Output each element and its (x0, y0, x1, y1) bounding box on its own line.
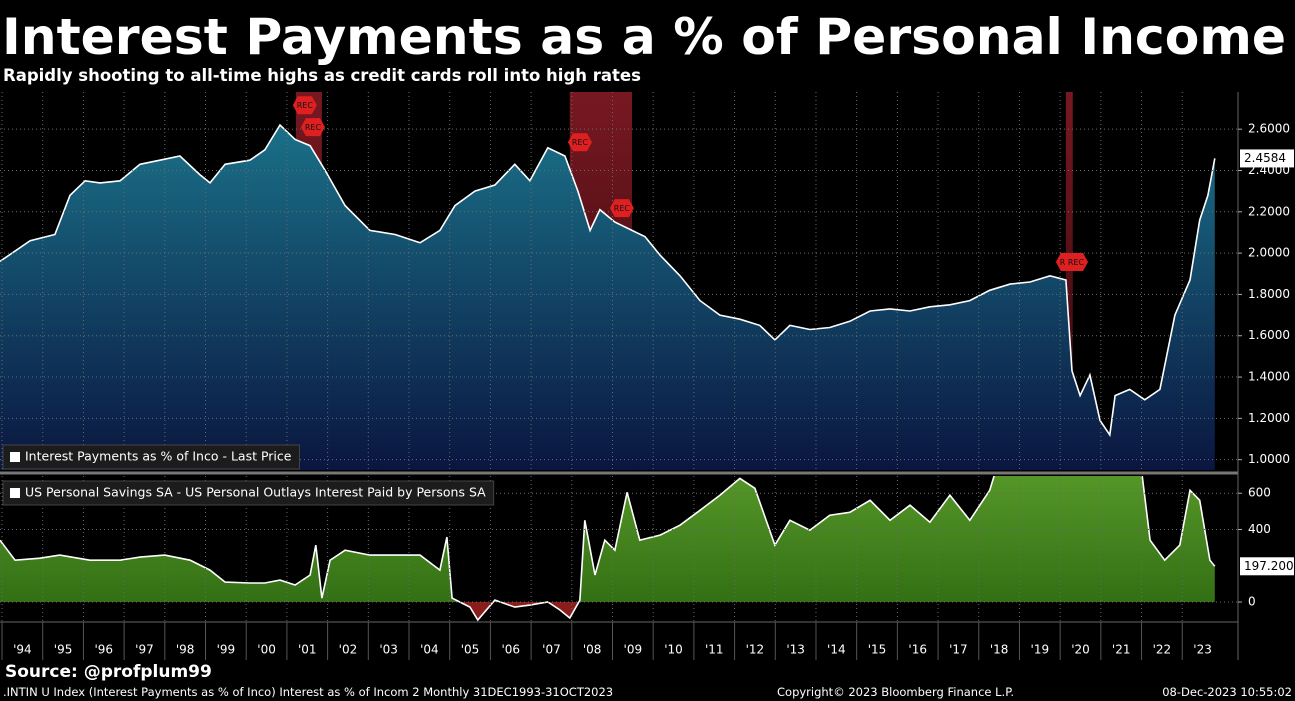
x-tick-label: '16 (908, 643, 927, 657)
x-tick-label: '09 (624, 643, 643, 657)
x-tick-label: '08 (583, 643, 602, 657)
legend-label: Interest Payments as % of Inco - Last Pr… (25, 449, 292, 464)
area-positive (0, 476, 1215, 603)
x-tick-label: '22 (1153, 643, 1172, 657)
source: Source: @profplum99 (5, 662, 212, 682)
x-tick-label: '02 (339, 643, 358, 657)
last-value-box (1240, 557, 1294, 576)
annotation-label: REC (305, 123, 322, 132)
x-tick-label: '03 (379, 643, 398, 657)
x-tick-label: '15 (868, 643, 887, 657)
legend-swatch (10, 452, 20, 462)
y-tick-label: 2.6000 (1248, 122, 1290, 136)
y-tick-label: 1.2000 (1248, 411, 1290, 425)
x-tick-label: '10 (664, 643, 683, 657)
title: Interest Payments as a % of Personal Inc… (2, 8, 1286, 66)
x-tick-label: '06 (501, 643, 520, 657)
y-tick-label: 1.6000 (1248, 328, 1290, 342)
x-tick-label: '97 (135, 643, 154, 657)
annotation-label: REC (614, 204, 631, 213)
area-fill (0, 125, 1215, 470)
x-tick-label: '23 (1193, 643, 1212, 657)
last-value-label: 197.200 (1244, 559, 1294, 573)
line (0, 123, 1216, 438)
legend-swatch (10, 488, 20, 498)
x-tick-label: '14 (827, 643, 846, 657)
line (0, 476, 1216, 622)
x-tick-label: '19 (1031, 643, 1050, 657)
x-tick-label: '98 (176, 643, 195, 657)
annotation-label: REC (297, 101, 314, 110)
x-tick-label: '01 (298, 643, 317, 657)
legend: Interest Payments as % of Inco - Last Pr… (2, 444, 300, 470)
annotation-marker (300, 118, 325, 137)
x-tick-label: '11 (705, 643, 724, 657)
x-tick-label: '00 (257, 643, 276, 657)
x-tick-label: '95 (54, 643, 73, 657)
subtitle: Rapidly shooting to all-time highs as cr… (3, 66, 641, 85)
recession-band (1065, 92, 1073, 470)
y-tick-label: 2.2000 (1248, 204, 1290, 218)
annotation-marker (1064, 252, 1089, 271)
x-tick-label: '20 (1071, 643, 1090, 657)
y-tick-label: 400 (1248, 522, 1271, 536)
footer-left: .INTIN U Index (Interest Payments as % o… (3, 685, 613, 699)
legend-label: US Personal Savings SA - US Personal Out… (25, 485, 486, 500)
annotation-marker (567, 133, 592, 152)
last-value-box (1240, 149, 1294, 168)
y-tick-label: 1.0000 (1248, 452, 1290, 466)
x-tick-label: '18 (990, 643, 1009, 657)
y-tick-label: 600 (1248, 486, 1271, 500)
y-tick-label: 1.4000 (1248, 370, 1290, 384)
x-tick-label: '17 (949, 643, 968, 657)
annotation-label: REC (1068, 258, 1085, 267)
annotation-marker (609, 199, 634, 218)
plot-area (0, 92, 1216, 470)
legend: US Personal Savings SA - US Personal Out… (2, 480, 495, 506)
last-value-label: 2.4584 (1244, 151, 1286, 165)
y-tick-label: 2.0000 (1248, 246, 1290, 260)
y-tick-label: 0 (1248, 595, 1256, 609)
x-tick-label: '04 (420, 643, 439, 657)
annotation-marker (292, 96, 317, 115)
x-tick-label: '94 (13, 643, 32, 657)
legend-box (2, 480, 495, 506)
x-tick-label: '21 (1112, 643, 1131, 657)
x-tick-label: '12 (746, 643, 765, 657)
annotation-label: REC (572, 138, 589, 147)
x-tick-label: '05 (461, 643, 480, 657)
y-tick-label: 1.8000 (1248, 287, 1290, 301)
footer-right: 08-Dec-2023 10:55:02 (1162, 685, 1292, 699)
x-tick-label: '99 (217, 643, 236, 657)
x-tick-label: '07 (542, 643, 561, 657)
x-tick-label: '96 (94, 643, 113, 657)
x-tick-label: '13 (786, 643, 805, 657)
legend-box (2, 444, 300, 470)
plot-area (0, 476, 1216, 622)
footer-center: Copyright© 2023 Bloomberg Finance L.P. (777, 685, 1014, 699)
